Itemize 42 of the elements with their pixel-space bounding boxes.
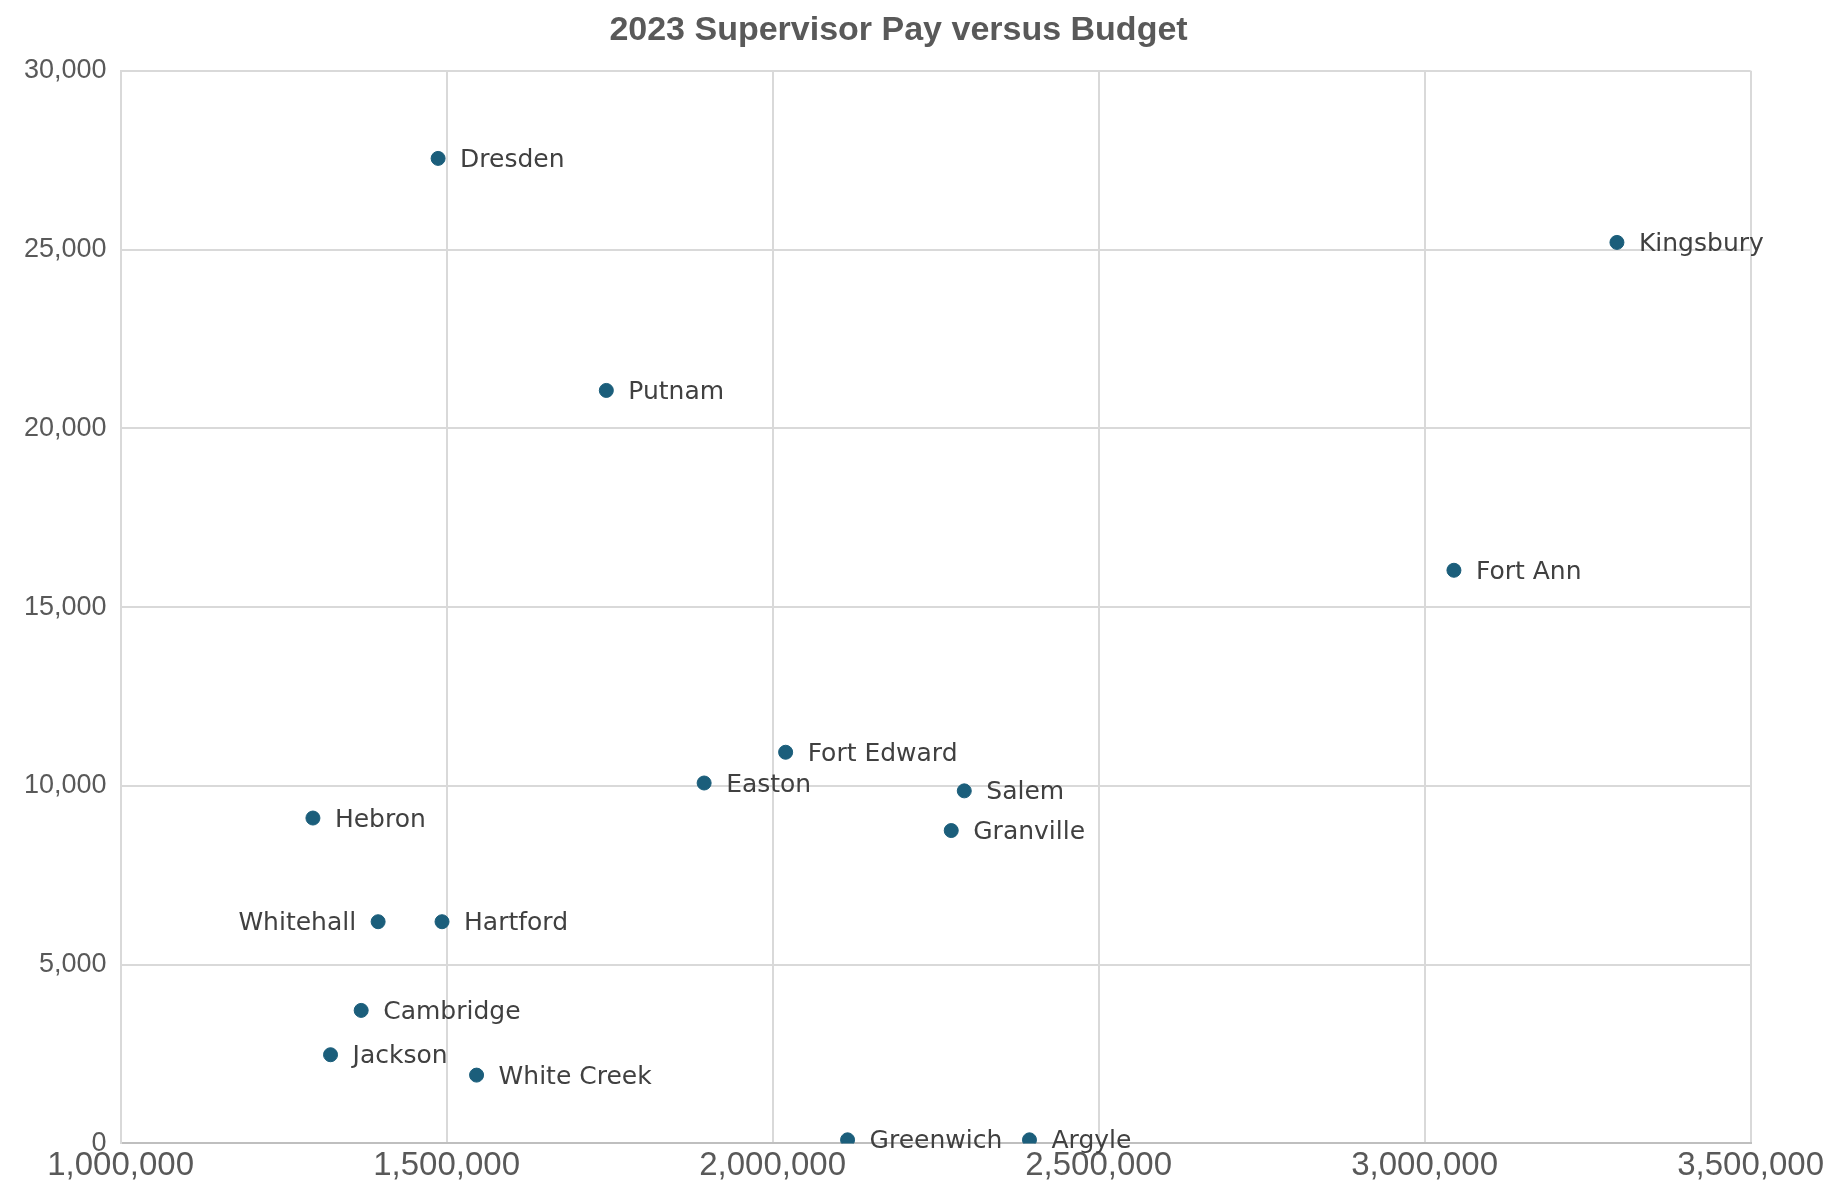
annotation: Greenwich [869, 1125, 1003, 1155]
annotation: Kingsbury [1638, 227, 1765, 257]
point [598, 382, 614, 398]
x-tick-label: 2,000,000 [699, 1145, 846, 1183]
annotation: Fort Ann [1475, 555, 1582, 585]
y-tick-label: 25,000 [23, 233, 107, 264]
point [956, 783, 972, 799]
annotation: Granville [973, 816, 1086, 846]
point [323, 1047, 339, 1063]
annotation: Hebron [334, 803, 426, 833]
annotation: Dresden [460, 143, 565, 173]
annotation: Fort Edward [807, 737, 958, 767]
annotation: Salem [986, 776, 1065, 806]
annotation: Putnam [628, 375, 725, 405]
x-tick-label: 3,000,000 [1351, 1145, 1498, 1183]
point [943, 823, 959, 839]
y-tick-label: 30,000 [23, 54, 107, 85]
point [305, 810, 321, 826]
x-tick-label: 1,500,000 [373, 1145, 520, 1183]
annotation: Cambridge [383, 995, 521, 1025]
point [840, 1132, 856, 1144]
y-tick-label: 5,000 [39, 948, 107, 979]
point [1446, 562, 1462, 578]
point [370, 914, 386, 930]
annotation: Whitehall [238, 907, 357, 937]
point [778, 744, 794, 760]
point [353, 1002, 369, 1018]
point [434, 914, 450, 930]
chart-title: 2023 Supervisor Pay versus Budget [609, 8, 1188, 47]
point [469, 1067, 485, 1083]
point [430, 150, 446, 166]
annotation: Easton [726, 768, 812, 798]
annotation: White Creek [498, 1060, 653, 1090]
point [1609, 234, 1625, 250]
point [1021, 1132, 1037, 1144]
point [696, 775, 712, 791]
annotation: Hartford [464, 907, 569, 937]
y-tick-label: 10,000 [23, 769, 107, 800]
x-tick-label: 3,500,000 [1677, 1145, 1824, 1183]
y-tick-label: 15,000 [23, 590, 107, 621]
y-tick-label: 20,000 [23, 411, 107, 442]
annotation: Jackson [350, 1040, 448, 1070]
